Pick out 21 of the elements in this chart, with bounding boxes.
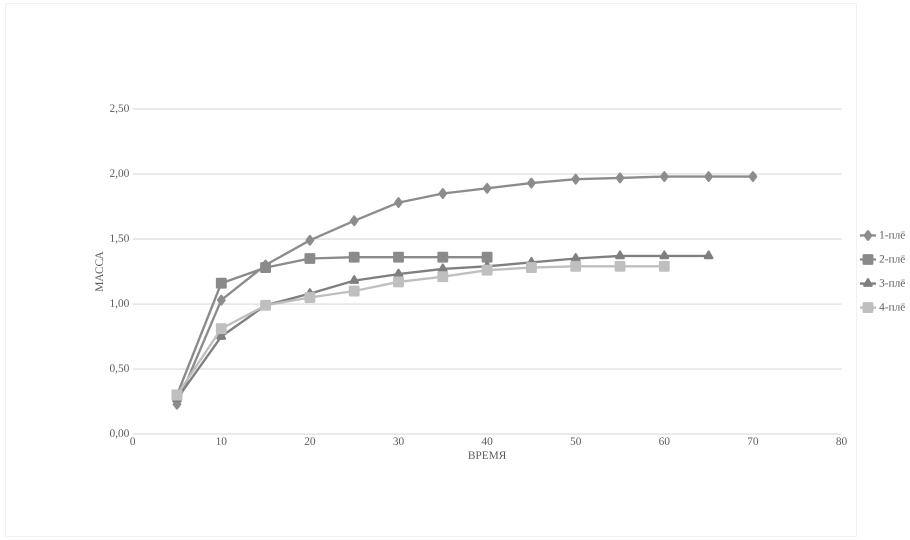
x-tick-label: 30 (393, 437, 404, 445)
x-tick-label: 70 (748, 437, 758, 445)
y-tick-label: 2,50 (110, 104, 129, 114)
y-tick-label: 1,50 (110, 234, 129, 244)
legend-label: 3-плё (880, 278, 905, 287)
x-tick-label: 10 (216, 437, 227, 445)
y-tick-label: 0,00 (110, 429, 129, 439)
y-axis-title: МАССА (95, 251, 104, 292)
x-tick-label: 50 (570, 437, 581, 445)
y-tick-label: 2,00 (110, 169, 129, 179)
x-tick-label: 20 (304, 437, 316, 445)
legend-label: 2-плё (880, 254, 905, 263)
legend-label: 1-плё (880, 230, 905, 239)
y-tick-label: 0,50 (110, 364, 129, 374)
y-tick-label: 1,00 (110, 299, 129, 309)
x-axis-title: ВРЕМЯ (468, 451, 506, 459)
x-tick-label: 80 (836, 437, 847, 445)
x-tick-label: 0 (130, 437, 136, 445)
x-tick-label: 60 (659, 437, 670, 445)
legend-label: 4-плё (879, 303, 905, 311)
x-tick-label: 40 (482, 437, 492, 445)
